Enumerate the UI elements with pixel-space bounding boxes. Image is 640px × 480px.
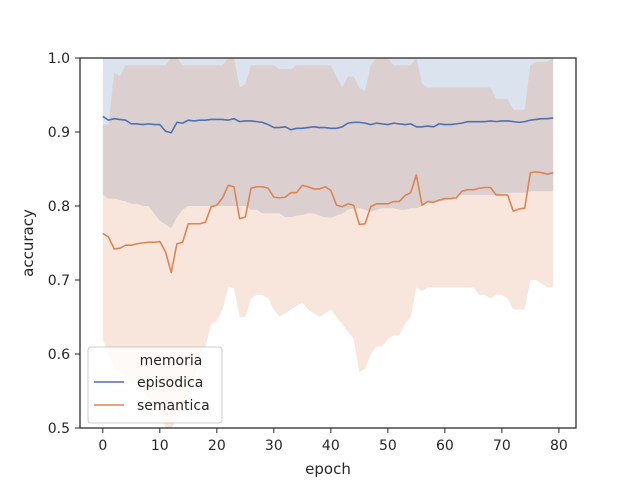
y-tick-label: 0.7	[48, 273, 70, 289]
legend-label-episodica: episodica	[137, 375, 203, 391]
plot-frame	[79, 57, 577, 429]
y-tick-label: 0.5	[48, 421, 70, 437]
x-tick-label: 10	[151, 438, 169, 454]
confidence-bands	[102, 58, 554, 428]
series-lines	[102, 115, 554, 274]
y-axis-ticks: 0.5 0.6 0.7 0.8 0.9 1.0	[48, 51, 80, 437]
x-tick-label: 30	[265, 438, 283, 454]
x-tick-label: 80	[550, 438, 568, 454]
legend-box	[87, 346, 223, 424]
x-axis-ticks: 0 10 20 30 40 50 60 70 80	[98, 428, 568, 454]
series-line-semantica	[102, 171, 554, 274]
y-axis-label: accuracy	[19, 209, 37, 277]
y-tick-label: 0.8	[48, 199, 70, 215]
x-tick-label: 50	[379, 438, 397, 454]
x-tick-label: 60	[436, 438, 454, 454]
confidence-band-semantica	[102, 58, 554, 428]
x-tick-label: 0	[98, 438, 107, 454]
legend: memoria episodica semantica	[87, 346, 223, 424]
legend-label-semantica: semantica	[137, 398, 210, 414]
confidence-band-episodica	[102, 58, 554, 229]
x-axis-label: epoch	[305, 460, 351, 478]
legend-title: memoria	[140, 353, 203, 369]
x-tick-label: 40	[322, 438, 340, 454]
y-tick-label: 0.6	[48, 347, 70, 363]
x-tick-label: 20	[208, 438, 226, 454]
series-line-episodica	[102, 115, 554, 134]
x-tick-label: 70	[493, 438, 511, 454]
y-tick-label: 0.9	[48, 125, 70, 141]
y-tick-label: 1.0	[48, 51, 70, 67]
